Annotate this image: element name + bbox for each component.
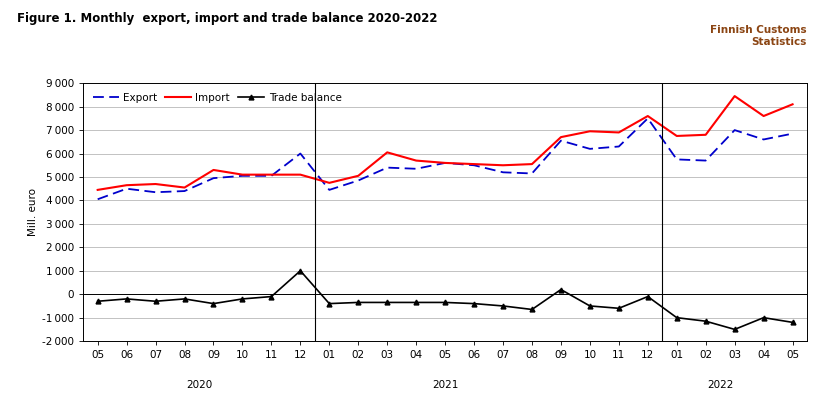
Export [585,146,595,151]
Line: Import: Import [97,96,793,190]
Text: Finnish Customs
Statistics: Finnish Customs Statistics [711,25,807,47]
Trade balance [498,303,508,308]
Import [209,168,219,173]
Import [671,134,681,139]
Export [382,165,392,170]
Export [180,188,190,193]
Import [527,161,537,166]
Trade balance [92,299,102,304]
Import [121,183,131,188]
Export [209,176,219,181]
Trade balance [788,320,798,325]
Export [121,186,131,191]
Export [295,151,305,156]
Export [643,116,653,121]
Import [614,130,624,135]
Export [237,173,247,178]
Export [469,163,479,168]
Line: Export: Export [97,119,793,199]
Export [614,144,624,149]
Import [295,172,305,177]
Trade balance [382,300,392,305]
Import [237,172,247,177]
Export [151,190,161,195]
Trade balance [354,300,364,305]
Import [324,181,334,186]
Export [92,197,102,202]
Export [759,137,769,142]
Export [671,157,681,162]
Trade balance [295,268,305,273]
Trade balance [180,297,190,302]
Trade balance [701,319,711,324]
Trade balance [556,287,566,292]
Trade balance [759,315,769,320]
Export [527,171,537,176]
Trade balance [121,297,131,302]
Export [266,173,276,178]
Text: Figure 1. Monthly  export, import and trade balance 2020-2022: Figure 1. Monthly export, import and tra… [17,12,437,25]
Trade balance [151,299,161,304]
Import [354,173,364,178]
Text: 2022: 2022 [707,380,733,390]
Trade balance [266,294,276,299]
Import [498,163,508,168]
Import [788,102,798,107]
Trade balance [209,301,219,306]
Import [469,161,479,166]
Import [266,172,276,177]
Import [585,129,595,134]
Export [411,166,421,171]
Import [382,150,392,155]
Import [730,94,740,99]
Trade balance [643,294,653,299]
Import [440,161,450,166]
Text: 2020: 2020 [186,380,212,390]
Trade balance [237,297,247,302]
Trade balance [730,327,740,332]
Import [411,158,421,163]
Export [701,158,711,163]
Import [92,187,102,192]
Y-axis label: Mill. euro: Mill. euro [28,188,38,236]
Import [556,135,566,140]
Export [324,187,334,192]
Export [498,170,508,175]
Export [354,178,364,183]
Trade balance [671,315,681,320]
Import [151,181,161,186]
Trade balance [614,306,624,311]
Trade balance [585,303,595,308]
Import [701,132,711,137]
Export [788,131,798,136]
Trade balance [527,307,537,312]
Import [180,185,190,190]
Trade balance [469,301,479,306]
Export [556,138,566,143]
Legend: Export, Import, Trade balance: Export, Import, Trade balance [88,89,345,107]
Trade balance [324,301,334,306]
Text: 2021: 2021 [432,380,458,390]
Line: Trade balance: Trade balance [95,268,795,332]
Trade balance [440,300,450,305]
Import [759,114,769,119]
Trade balance [411,300,421,305]
Import [643,114,653,119]
Export [440,161,450,166]
Export [730,128,740,133]
